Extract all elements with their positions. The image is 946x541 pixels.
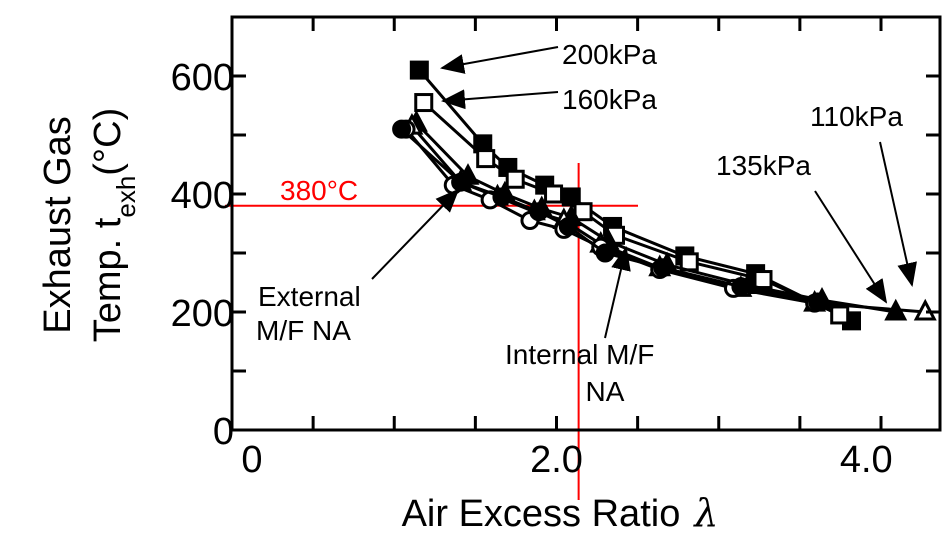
data-point [731,277,751,297]
y-tick-label: 600 [171,57,234,99]
y-axis-title-line1: Exhaust Gas [37,116,79,334]
series-line [415,122,896,314]
y-tick-label: 0 [213,411,234,453]
data-point [653,258,673,278]
data-point [414,93,434,113]
data-point [451,172,471,192]
y-axis-title-line2: Temp. texh(°C) [87,108,141,342]
annotation-label: 135kPa [716,150,811,181]
x-axis-title: Air Excess Ratio λ [402,491,719,535]
data-point [392,119,412,139]
annotation-arrow [604,246,631,339]
x-tick-label: 0 [241,439,262,481]
y-tick-label: 400 [171,175,234,217]
data-point [476,149,496,169]
reference-label: 380°C [280,175,358,206]
annotation-label: 110kPa [810,101,903,132]
ticks-layer [230,15,940,432]
annotation-label: 200kPa [562,39,657,70]
data-point [558,216,578,236]
data-point [505,169,525,189]
series-160kpa [414,93,850,325]
y-tick-label: 200 [171,293,234,335]
annotation-label: M/F NA [256,315,351,346]
data-point [808,292,828,312]
annotation-arrow [879,141,917,287]
x-tick-label: 2.0 [530,439,583,481]
series-internal-m-f-na [392,119,828,312]
annotation-label: Internal M/F [505,339,654,370]
plot-frame [230,15,942,432]
data-point [830,305,850,325]
data-point [544,184,564,204]
annotation-arrow [814,190,888,304]
data-point [753,270,773,290]
y-axis-title: Exhaust Gas Temp. texh(°C) [37,108,141,342]
data-point [492,187,512,207]
tick-labels-layer: 0 2.0 4.0 0 200 400 600 [171,57,893,481]
data-point [679,252,699,272]
annotation-arrow [440,46,559,74]
annotation-label: External [258,281,361,312]
data-point [529,202,549,222]
annotation-arrow [371,188,460,280]
annotation-label: NA [586,376,625,407]
x-tick-label: 4.0 [840,439,893,481]
data-point [595,243,615,263]
annotation-arrow [441,89,559,110]
data-point [409,60,429,80]
annotation-label: 160kPa [562,84,657,115]
series-layer [392,60,937,331]
